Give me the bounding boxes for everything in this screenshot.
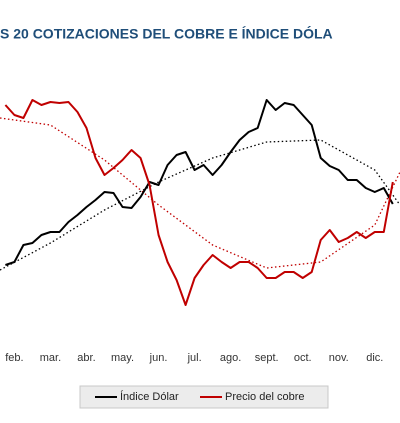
x-tick-label: ago. <box>220 352 241 364</box>
x-tick-label: nov. <box>329 352 349 364</box>
x-tick-label: jul. <box>187 352 202 364</box>
x-tick-label: may. <box>111 352 134 364</box>
x-tick-label: mar. <box>40 352 61 364</box>
trend-line <box>0 139 400 271</box>
x-tick-label: abr. <box>77 352 95 364</box>
series-line <box>5 99 394 266</box>
x-tick-label: feb. <box>5 352 23 364</box>
trend-line <box>0 117 400 269</box>
series-line <box>4 99 394 306</box>
x-tick-label: jun. <box>149 352 168 364</box>
x-tick-label: sept. <box>255 352 279 364</box>
x-tick-label: dic. <box>366 352 383 364</box>
x-tick-label: oct. <box>294 352 312 364</box>
chart-title: S 20 COTIZACIONES DEL COBRE E ÍNDICE DÓL… <box>0 25 333 42</box>
legend-label: Índice Dólar <box>120 390 179 403</box>
legend-label: Precio del cobre <box>225 391 305 403</box>
